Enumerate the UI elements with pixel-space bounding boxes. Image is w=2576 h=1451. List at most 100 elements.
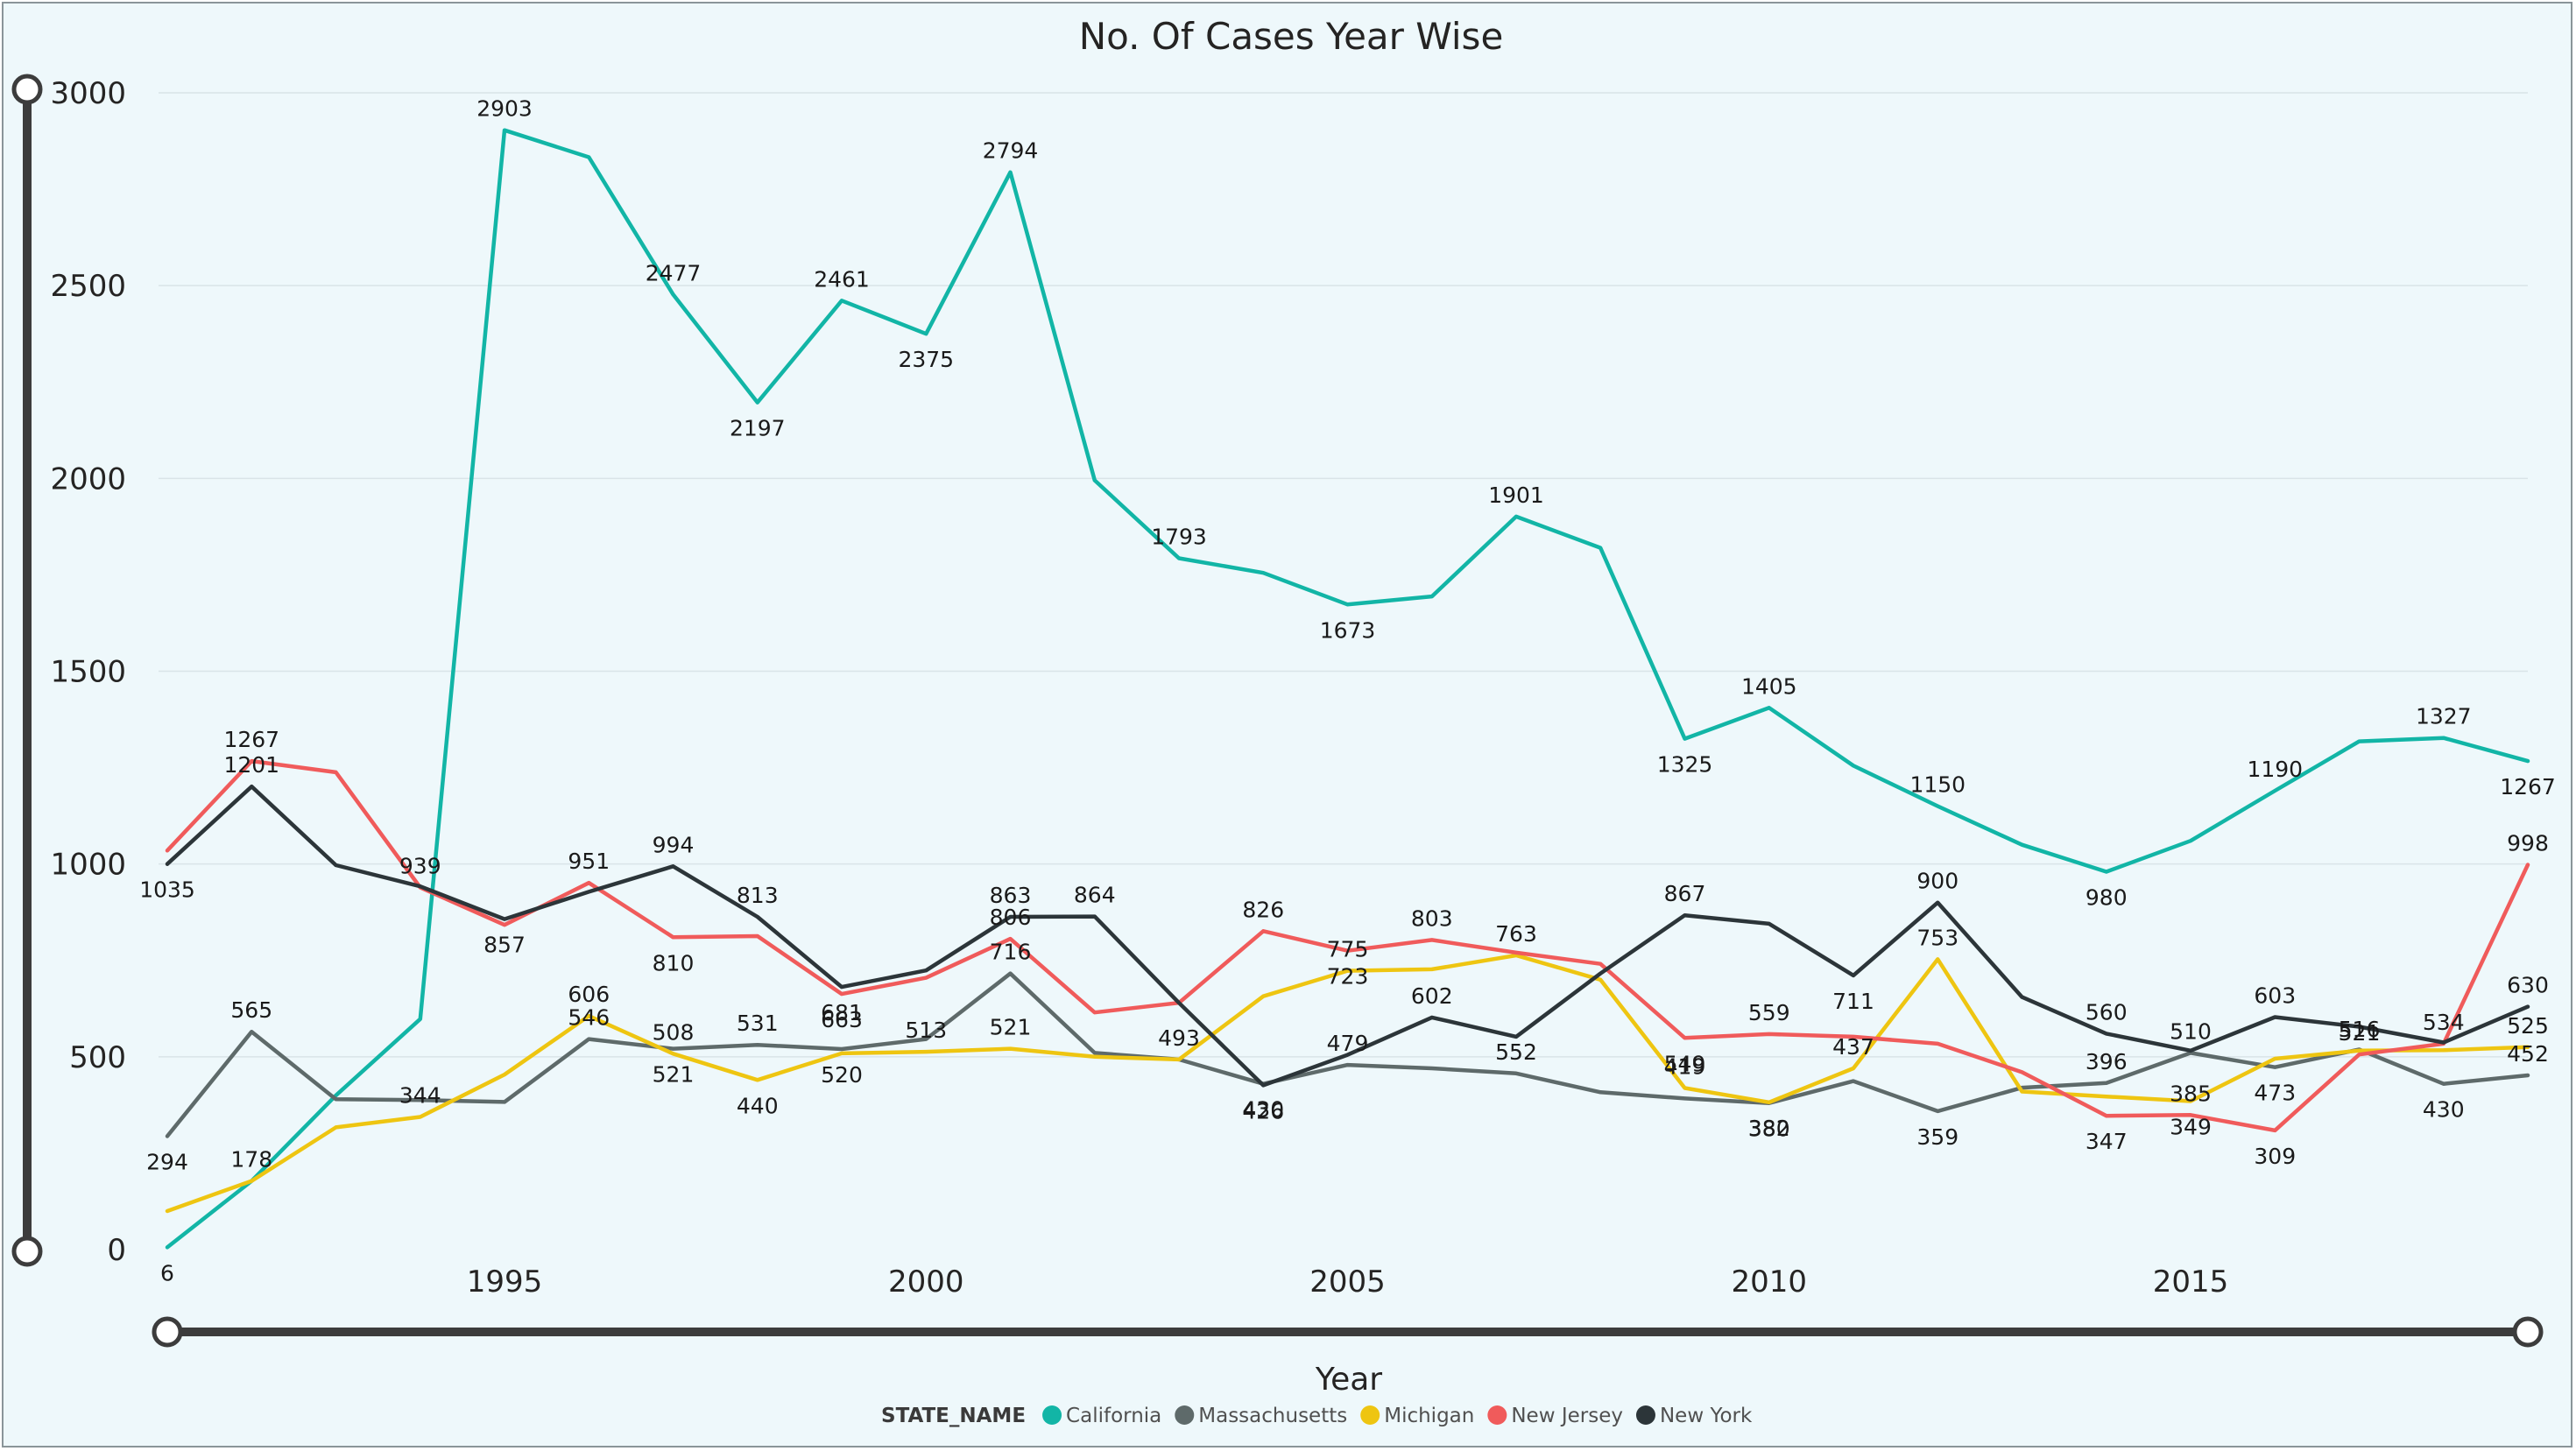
series-line-new-jersey	[165, 758, 2530, 1133]
data-label: 380	[1748, 1116, 1790, 1142]
data-label: 508	[653, 1019, 695, 1045]
x-tick-label: 2015	[2153, 1264, 2229, 1300]
series-line-new-york	[165, 784, 2530, 1088]
data-label: 516	[2339, 1017, 2381, 1042]
data-label: 546	[568, 1005, 610, 1031]
data-label: 753	[1916, 925, 1958, 950]
data-label: 951	[568, 849, 610, 874]
data-label: 1035	[139, 877, 195, 903]
data-label: 1150	[1909, 772, 1966, 798]
x-tick-label: 2005	[1309, 1264, 1386, 1300]
data-label: 603	[2254, 983, 2296, 1008]
data-label: 559	[1748, 1000, 1790, 1025]
data-label: 602	[1411, 983, 1453, 1009]
data-label: 349	[2170, 1114, 2212, 1139]
x-axis-ticks: 1995 2000 2005 2010 2015	[467, 1264, 2229, 1300]
x-range-slider-right-handle[interactable]	[2512, 1316, 2544, 1348]
legend-title: STATE_NAME	[881, 1405, 1026, 1427]
data-label: 711	[1832, 989, 1874, 1014]
series-line-massachusetts	[165, 971, 2530, 1138]
y-tick-label: 1500	[50, 655, 126, 690]
data-label: 534	[2423, 1010, 2465, 1035]
data-label: 994	[653, 832, 695, 857]
y-range-slider-bottom-handle[interactable]	[11, 1236, 43, 1267]
legend-entry[interactable]: New Jersey	[1511, 1405, 1623, 1427]
series-lines	[165, 128, 2530, 1250]
data-label: 900	[1916, 869, 1958, 894]
y-tick-label: 2500	[50, 269, 126, 304]
data-label: 430	[2423, 1097, 2465, 1123]
data-label: 663	[821, 1007, 863, 1032]
data-label: 552	[1495, 1039, 1537, 1065]
data-label: 1267	[2500, 774, 2556, 799]
data-label: 359	[1916, 1124, 1958, 1150]
legend-entry[interactable]: New York	[1660, 1405, 1753, 1427]
data-label: 863	[990, 883, 1032, 908]
data-label: 385	[2170, 1081, 2212, 1106]
data-label: 510	[2170, 1018, 2212, 1044]
legend-marker	[1175, 1405, 1195, 1425]
data-label: 513	[905, 1018, 947, 1043]
y-axis-ticks: 0 500 1000 1500 2000 2500 3000	[50, 76, 126, 1268]
y-tick-label: 500	[69, 1040, 126, 1075]
data-label: 6	[160, 1260, 174, 1285]
data-label: 803	[1411, 905, 1453, 931]
data-label: 347	[2086, 1129, 2128, 1154]
y-tick-label: 0	[107, 1233, 126, 1268]
data-label: 723	[1327, 964, 1369, 990]
gridlines	[159, 92, 2528, 1058]
data-label: 549	[1664, 1051, 1706, 1076]
x-axis-title: Year	[1315, 1362, 1382, 1398]
y-tick-label: 2000	[50, 461, 126, 497]
series-line-michigan	[165, 953, 2530, 1214]
data-label: 521	[653, 1062, 695, 1088]
data-label: 1793	[1151, 524, 1207, 549]
x-tick-label: 2010	[1731, 1264, 1807, 1300]
legend-marker	[1635, 1405, 1655, 1425]
data-label: 826	[1242, 897, 1284, 922]
data-label: 1190	[2247, 757, 2303, 782]
data-label: 864	[1074, 883, 1116, 908]
data-label: 810	[653, 950, 695, 976]
chart-title: No. Of Cases Year Wise	[1079, 15, 1504, 58]
data-label: 521	[990, 1015, 1032, 1040]
series-line-california	[165, 128, 2530, 1250]
data-label: 980	[2086, 884, 2128, 910]
data-label: 294	[146, 1150, 188, 1175]
data-label: 2375	[898, 347, 954, 372]
legend-entry[interactable]: Michigan	[1384, 1405, 1474, 1427]
data-label: 630	[2507, 973, 2549, 998]
data-label: 344	[399, 1083, 441, 1109]
data-label: 178	[230, 1147, 272, 1173]
data-label: 2794	[983, 138, 1039, 164]
data-label: 1901	[1488, 482, 1544, 508]
data-label: 440	[737, 1093, 779, 1118]
legend-entry[interactable]: Massachusetts	[1198, 1405, 1347, 1427]
data-labels: 6 2903 2477 2197 2461 2375 2794 1793 1673 1901 132…	[139, 96, 2556, 1286]
data-label: 531	[737, 1011, 779, 1036]
data-label: 857	[483, 933, 526, 958]
y-tick-label: 1000	[50, 848, 126, 883]
data-label: 479	[1327, 1031, 1369, 1056]
legend: STATE_NAME California Massachusetts Michig…	[881, 1405, 1753, 1427]
y-range-slider-top-handle[interactable]	[11, 74, 43, 105]
data-label: 521	[2339, 1020, 2381, 1046]
legend-marker	[1360, 1405, 1380, 1425]
x-range-slider-left-handle[interactable]	[152, 1316, 183, 1348]
y-tick-label: 3000	[50, 76, 126, 111]
data-label: 430	[1242, 1097, 1284, 1123]
data-label: 493	[1158, 1025, 1200, 1051]
data-label: 396	[2086, 1049, 2128, 1074]
data-label: 813	[737, 883, 779, 908]
data-label: 525	[2507, 1013, 2549, 1039]
data-label: 1267	[223, 727, 279, 752]
data-label: 382	[1748, 1116, 1790, 1141]
x-tick-label: 1995	[467, 1264, 543, 1300]
chart-svg: No. Of Cases Year Wise 0 500 1000 1500 2000 2…	[11, 15, 2556, 1427]
data-label: 426	[1242, 1098, 1284, 1123]
legend-entry[interactable]: California	[1066, 1405, 1161, 1427]
legend-marker	[1042, 1405, 1062, 1425]
legend-marker	[1487, 1405, 1507, 1425]
data-label: 2461	[814, 266, 870, 292]
